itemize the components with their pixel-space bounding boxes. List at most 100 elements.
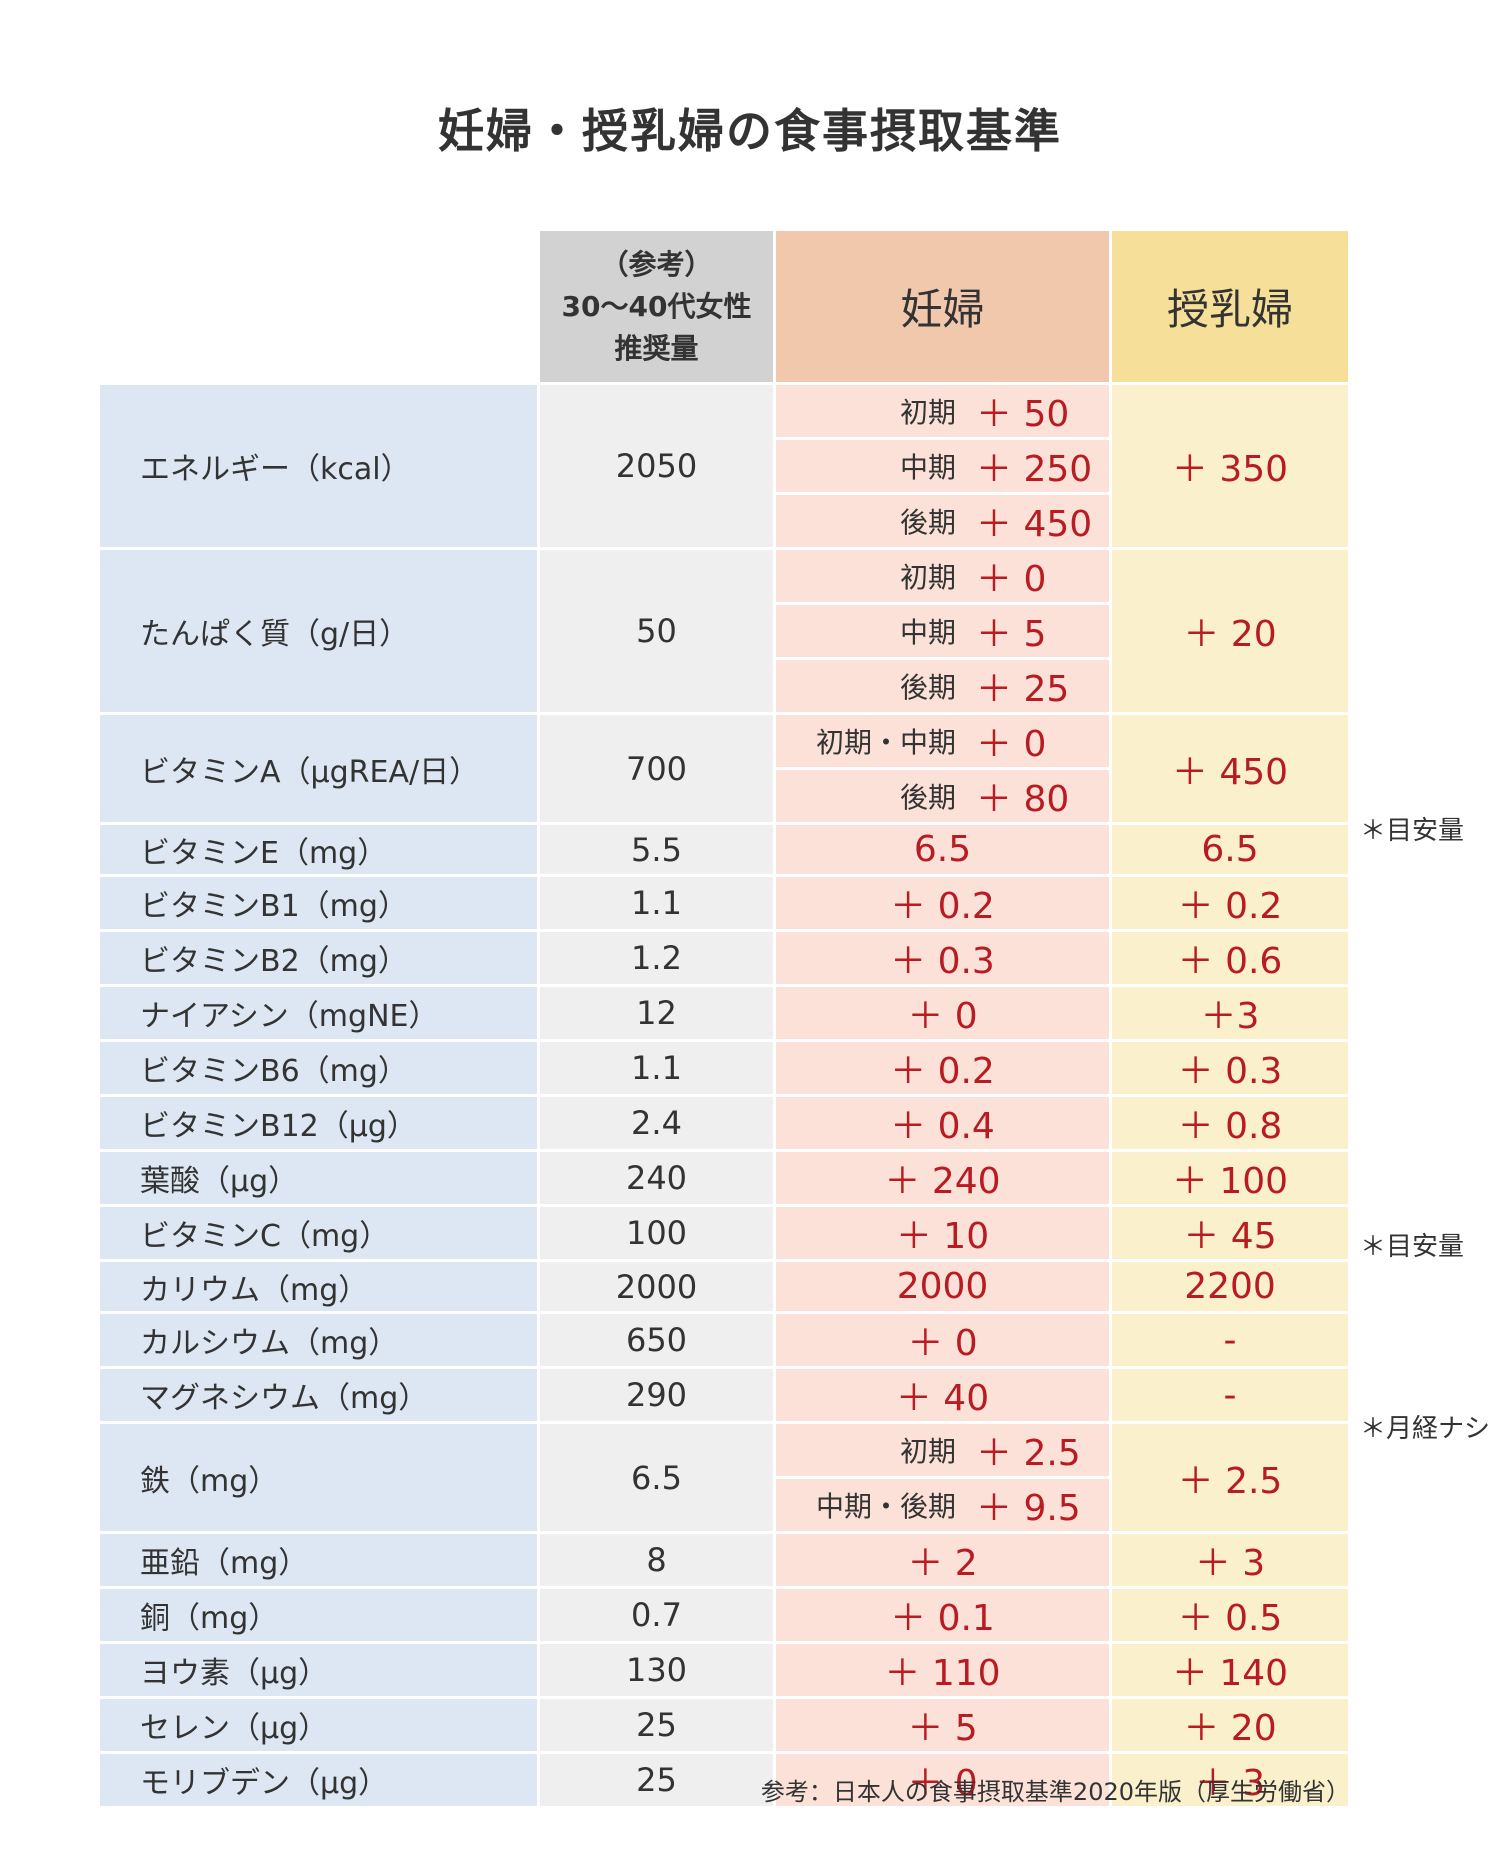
lactating-value: ＋ 0.8 [1112, 1097, 1348, 1149]
pregnancy-period: 初期 [899, 1435, 956, 1468]
pregnant-period-row: 中期 ＋ 250 [776, 440, 1109, 492]
nutrient-label: カリウム（mg） [100, 1262, 537, 1311]
lactating-value: ＋ 20 [1112, 1699, 1348, 1751]
pregnant-value: 6.5 [776, 825, 1109, 874]
table-row: 中期・後期 ＋ 9.5 [100, 1479, 1348, 1531]
header-ref-line2: 30〜40代女性 [561, 289, 752, 323]
nutrient-label: 葉酸（μg） [100, 1152, 537, 1204]
reference-value: 25 [540, 1754, 773, 1806]
nutrient-label: ビタミンB1（mg） [100, 877, 537, 929]
reference-value: 8 [540, 1534, 773, 1586]
header-ref-line3: 推奨量 [614, 331, 699, 365]
reference-value: 2.4 [540, 1097, 773, 1149]
header-ref-line1: （参考） [600, 247, 713, 281]
pregnant-value: ＋ 25 [976, 669, 1070, 710]
lactating-value: ＋ 0.2 [1112, 877, 1348, 929]
table-row: ビタミンA（μgREA/日） 700 初期・中期 ＋ 0 ＋ 450 [100, 715, 1348, 822]
reference-value: 12 [540, 987, 773, 1039]
pregnancy-period: 初期 [899, 561, 956, 594]
pregnancy-period: 中期・後期 [815, 1490, 956, 1523]
table-row: 亜鉛（mg） 8 ＋ 2 ＋ 3 [100, 1534, 1348, 1586]
pregnant-value: ＋ 10 [776, 1207, 1109, 1259]
pregnant-period-row: 初期 ＋ 0 [776, 550, 1109, 602]
nutrient-label: ナイアシン（mgNE） [100, 987, 537, 1039]
nutrient-label: 銅（mg） [100, 1589, 537, 1641]
reference-value: 1.2 [540, 932, 773, 984]
reference-value: 50 [540, 550, 773, 712]
reference-value: 240 [540, 1152, 773, 1204]
pregnant-period-row: 初期 ＋ 2.5 [776, 1424, 1109, 1476]
pregnant-value: ＋ 0.3 [776, 932, 1109, 984]
reference-value: 25 [540, 1699, 773, 1751]
lactating-value: ＋ 0.5 [1112, 1589, 1348, 1641]
table-row: 後期 ＋ 25 [100, 660, 1348, 712]
lactating-value: - [1112, 1314, 1348, 1366]
pregnant-value: ＋ 0 [976, 559, 1047, 600]
lactating-value: ＋ 2.5 [1112, 1424, 1348, 1531]
pregnancy-period: 中期 [899, 616, 956, 649]
reference-value: 1.1 [540, 1042, 773, 1094]
nutrient-label: セレン（μg） [100, 1699, 537, 1751]
pregnant-value: ＋ 240 [776, 1152, 1109, 1204]
table-row: ビタミンB6（mg） 1.1 ＋ 0.2 ＋ 0.3 [100, 1042, 1348, 1094]
pregnant-value: ＋ 250 [976, 449, 1093, 490]
reference-value: 700 [540, 715, 773, 822]
pregnant-sub-cell: 初期 ＋ 0 [776, 550, 1109, 602]
table-row: ヨウ素（μg） 130 ＋ 110 ＋ 140 [100, 1644, 1348, 1696]
pregnant-sub-cell: 中期 ＋ 250 [776, 440, 1109, 492]
pregnant-value: ＋ 9.5 [976, 1488, 1081, 1529]
table-row: マグネシウム（mg） 290 ＋ 40- [100, 1369, 1348, 1421]
pregnant-value: ＋ 0 [776, 1754, 1109, 1806]
reference-value: 6.5 [540, 1424, 773, 1531]
lactating-value: ＋ 45 [1112, 1207, 1348, 1259]
pregnant-value: ＋ 0 [976, 724, 1047, 765]
nutrient-label: マグネシウム（mg） [100, 1369, 537, 1421]
table-row: カルシウム（mg） 650 ＋ 0- [100, 1314, 1348, 1366]
nutrient-label: モリブデン（μg） [100, 1754, 537, 1806]
reference-value: 0.7 [540, 1589, 773, 1641]
pregnant-value: ＋ 0.2 [776, 877, 1109, 929]
nutrient-label: ビタミンB6（mg） [100, 1042, 537, 1094]
pregnant-value: ＋ 5 [976, 614, 1047, 655]
nutrient-label: エネルギー（kcal） [100, 385, 537, 547]
header-lactating: 授乳婦 [1112, 231, 1348, 382]
row-note: ＊目安量 [1360, 1231, 1465, 1262]
pregnant-sub-cell: 初期・中期 ＋ 0 [776, 715, 1109, 767]
table-row: ビタミンB12（μg） 2.4 ＋ 0.4 ＋ 0.8 [100, 1097, 1348, 1149]
table-row: 葉酸（μg） 240 ＋ 240 ＋ 100 [100, 1152, 1348, 1204]
lactating-value: ＋ 0.6 [1112, 932, 1348, 984]
pregnant-sub-cell: 後期 ＋ 25 [776, 660, 1109, 712]
reference-value: 2050 [540, 385, 773, 547]
pregnancy-period: 後期 [899, 781, 956, 814]
table-row: 後期 ＋ 80 [100, 770, 1348, 822]
pregnant-value: 2000 [776, 1262, 1109, 1311]
table-row: 銅（mg） 0.7 ＋ 0.1 ＋ 0.5 [100, 1589, 1348, 1641]
table-row: ビタミンB1（mg） 1.1 ＋ 0.2 ＋ 0.2 [100, 877, 1348, 929]
pregnant-value: ＋ 5 [776, 1699, 1109, 1751]
row-note: ＊目安量 [1360, 815, 1465, 846]
header-blank [100, 231, 537, 382]
table-row: 中期 ＋ 250 [100, 440, 1348, 492]
reference-value: 1.1 [540, 877, 773, 929]
lactating-value: ＋ 450 [1112, 715, 1348, 822]
table-row: たんぱく質（g/日） 50 初期 ＋ 0 ＋ 20 [100, 550, 1348, 712]
pregnant-sub-cell: 初期 ＋ 50 [776, 385, 1109, 437]
nutrient-label: ヨウ素（μg） [100, 1644, 537, 1696]
lactating-value: 6.5 [1112, 825, 1348, 874]
reference-value: 5.5 [540, 825, 773, 874]
pregnant-value: ＋ 2 [776, 1534, 1109, 1586]
pregnancy-period: 後期 [899, 671, 956, 704]
pregnant-value: ＋ 110 [776, 1644, 1109, 1696]
lactating-value: ＋ 20 [1112, 550, 1348, 712]
pregnant-period-row: 後期 ＋ 450 [776, 495, 1109, 547]
pregnancy-period: 初期・中期 [815, 726, 956, 759]
pregnant-value: ＋ 2.5 [976, 1433, 1081, 1474]
reference-value: 290 [540, 1369, 773, 1421]
reference-value: 130 [540, 1644, 773, 1696]
nutrient-label: ビタミンC（mg） [100, 1207, 537, 1259]
lactating-value: ＋ 140 [1112, 1644, 1348, 1696]
reference-value: 2000 [540, 1262, 773, 1311]
reference-value: 650 [540, 1314, 773, 1366]
lactating-value: 2200 [1112, 1262, 1348, 1311]
pregnancy-period: 初期 [899, 396, 956, 429]
